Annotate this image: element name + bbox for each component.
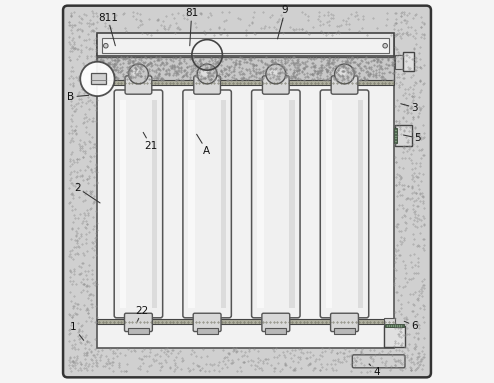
Bar <box>97 80 394 85</box>
Bar <box>97 57 394 81</box>
Circle shape <box>128 64 148 84</box>
Bar <box>90 73 106 84</box>
FancyBboxPatch shape <box>183 90 231 318</box>
Bar <box>197 329 218 334</box>
Text: 2: 2 <box>74 183 100 203</box>
FancyBboxPatch shape <box>262 313 290 332</box>
Bar <box>326 100 332 308</box>
Bar <box>102 38 389 53</box>
Text: 1: 1 <box>70 322 83 340</box>
Bar <box>384 318 395 347</box>
Bar <box>188 100 195 308</box>
Circle shape <box>334 64 354 84</box>
FancyBboxPatch shape <box>320 90 369 318</box>
FancyBboxPatch shape <box>124 313 152 332</box>
Bar <box>265 329 287 334</box>
Bar <box>403 52 414 71</box>
FancyBboxPatch shape <box>63 6 431 377</box>
Text: 21: 21 <box>143 133 158 151</box>
Bar <box>394 128 397 142</box>
FancyBboxPatch shape <box>193 313 221 332</box>
Circle shape <box>80 62 115 96</box>
Text: 22: 22 <box>135 306 149 321</box>
FancyBboxPatch shape <box>331 76 358 94</box>
Text: 81: 81 <box>185 8 198 46</box>
Bar <box>257 100 264 308</box>
FancyBboxPatch shape <box>251 90 300 318</box>
Text: 811: 811 <box>98 13 118 46</box>
Circle shape <box>383 43 387 48</box>
Circle shape <box>338 69 346 76</box>
Bar <box>289 100 295 308</box>
Bar <box>128 329 149 334</box>
Circle shape <box>266 64 286 84</box>
Bar <box>221 100 226 308</box>
Text: A: A <box>197 134 210 156</box>
Circle shape <box>270 69 277 76</box>
Circle shape <box>201 69 208 76</box>
Text: 3: 3 <box>401 103 418 113</box>
FancyBboxPatch shape <box>262 76 289 94</box>
Bar <box>152 100 157 308</box>
Bar <box>385 324 404 327</box>
FancyBboxPatch shape <box>114 90 163 318</box>
Bar <box>120 100 126 308</box>
Bar <box>395 55 403 69</box>
Bar <box>334 329 355 334</box>
Bar <box>97 35 394 348</box>
Circle shape <box>132 69 140 76</box>
Text: 4: 4 <box>369 364 380 376</box>
Circle shape <box>197 64 217 84</box>
Circle shape <box>104 43 108 48</box>
FancyBboxPatch shape <box>125 76 152 94</box>
Text: 5: 5 <box>404 133 421 143</box>
FancyBboxPatch shape <box>330 313 359 332</box>
Bar <box>384 326 406 347</box>
Text: B: B <box>67 92 88 102</box>
Bar <box>358 100 364 308</box>
Bar <box>395 125 412 146</box>
Bar <box>97 319 394 324</box>
FancyBboxPatch shape <box>352 355 405 368</box>
Text: 6: 6 <box>404 321 418 331</box>
Bar <box>97 33 394 56</box>
Text: 9: 9 <box>278 5 288 39</box>
FancyBboxPatch shape <box>194 76 220 94</box>
